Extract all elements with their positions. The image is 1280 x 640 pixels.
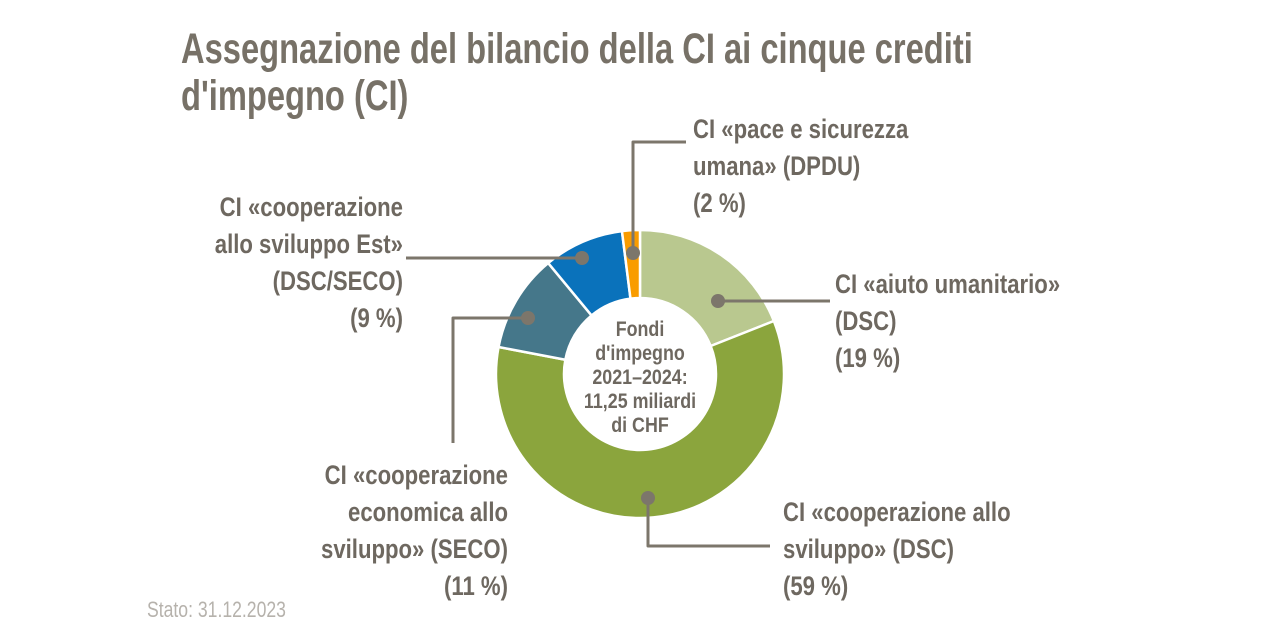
- status-date-footnote: Stato: 31.12.2023: [147, 597, 286, 622]
- leader-line-dsc: [646, 498, 770, 548]
- leader-dot-pace: [626, 246, 640, 260]
- leader-dot-est: [575, 251, 589, 265]
- leader-dot-seco: [521, 311, 535, 325]
- leader-dot-dsc: [641, 491, 655, 505]
- donut-slice-0: [638, 228, 776, 348]
- leader-dots: [521, 246, 725, 505]
- leader-dot-aiuto: [711, 294, 725, 308]
- slice-label-cooperazione-sviluppo: CI «cooperazione allo sviluppo» (DSC) (5…: [783, 497, 1011, 601]
- slice-label-aiuto-umanitario: CI «aiuto umanitario» (DSC) (19 %): [835, 269, 1061, 373]
- leader-line-seco: [451, 316, 528, 443]
- donut-center-label: Fondi d'impegno 2021–2024: 11,25 miliard…: [583, 318, 697, 437]
- slice-label-cooperazione-economica: CI «cooperazione economica allo sviluppo…: [321, 460, 508, 601]
- leader-line-pace: [631, 140, 686, 253]
- chart-title: Assegnazione del bilancio della CI ai ci…: [181, 25, 973, 120]
- donut-slice-1: [494, 319, 786, 520]
- slice-label-pace-sicurezza: CI «pace e sicurezza umana» (DPDU) (2 %): [693, 114, 909, 218]
- leader-lines: [406, 140, 830, 548]
- slice-label-cooperazione-est: CI «cooperazione allo sviluppo Est» (DSC…: [214, 192, 403, 333]
